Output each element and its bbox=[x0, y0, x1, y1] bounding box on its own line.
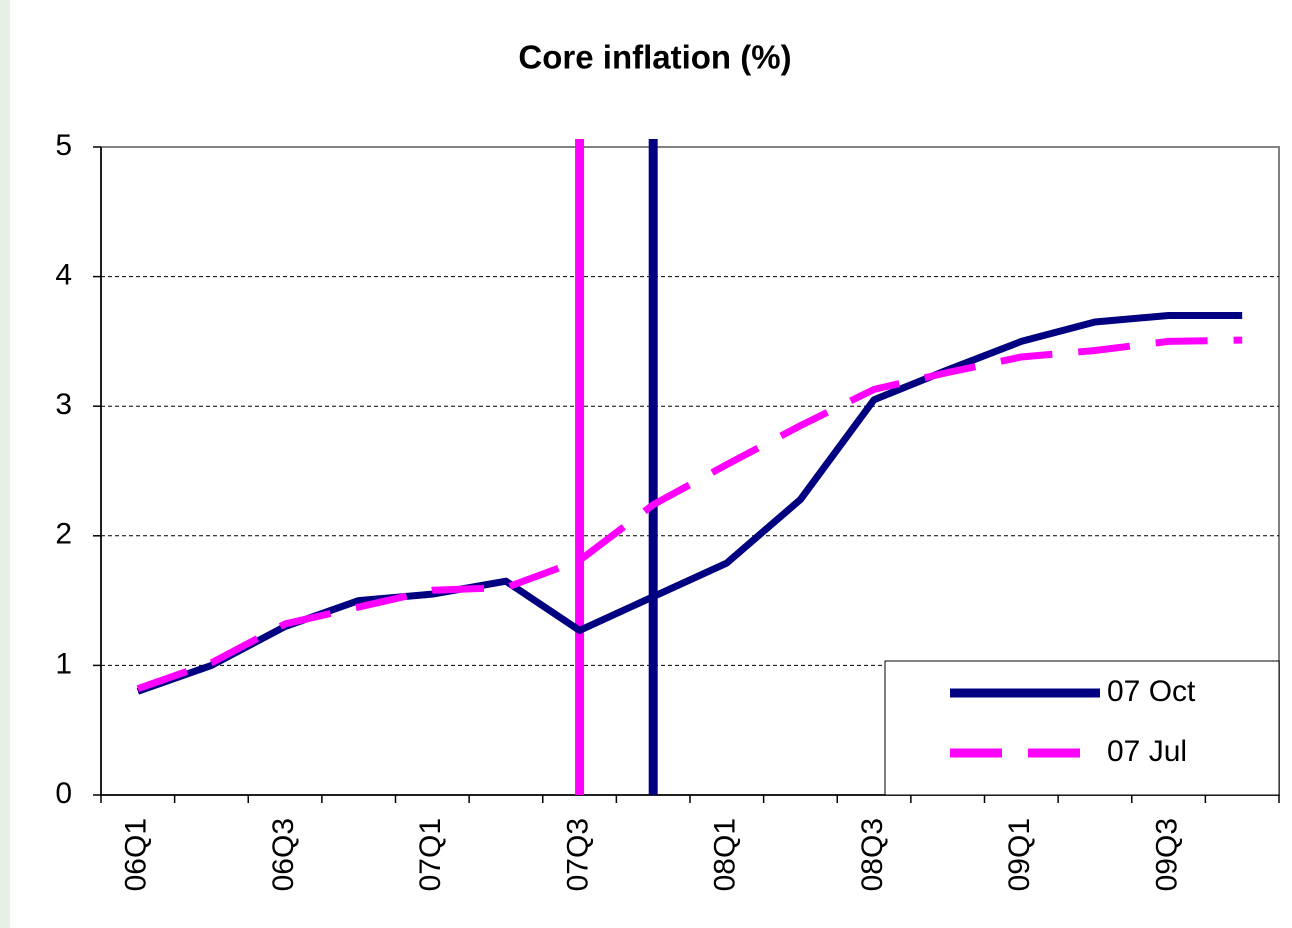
x-tick-label: 06Q1 bbox=[120, 818, 153, 891]
y-tick-label: 0 bbox=[55, 777, 72, 810]
x-tick-label: 08Q3 bbox=[856, 818, 889, 891]
x-tick-label: 09Q3 bbox=[1150, 818, 1183, 891]
x-tick-label: 09Q1 bbox=[1003, 818, 1036, 891]
chart-title: Core inflation (%) bbox=[518, 39, 791, 76]
x-tick-label: 07Q3 bbox=[561, 818, 594, 891]
y-tick-label: 2 bbox=[55, 518, 72, 551]
line-series bbox=[136, 336, 1243, 693]
y-tick-label: 3 bbox=[55, 388, 72, 421]
x-tick-label: 07Q1 bbox=[414, 818, 447, 891]
legend-label: 07 Oct bbox=[1107, 675, 1196, 708]
y-tick-label: 5 bbox=[55, 129, 72, 162]
x-tick-label: 08Q1 bbox=[709, 818, 742, 891]
legend-label: 07 Jul bbox=[1107, 735, 1187, 768]
y-tick-label: 1 bbox=[55, 647, 72, 680]
y-tick-label: 4 bbox=[55, 259, 72, 292]
x-tick-label: 06Q3 bbox=[267, 818, 300, 891]
legend bbox=[884, 660, 1280, 796]
